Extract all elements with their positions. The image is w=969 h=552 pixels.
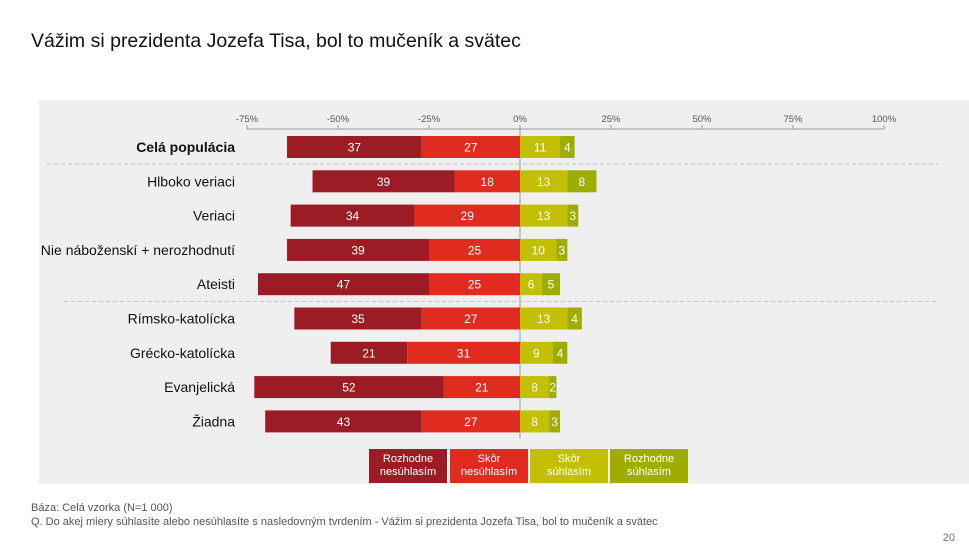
bar-segment bbox=[520, 136, 561, 158]
category-label: Veriaci bbox=[193, 208, 235, 224]
category-label: Celá populácia bbox=[136, 139, 235, 155]
data-label: 6 bbox=[528, 278, 535, 292]
legend-rozhodne-nesuhlasim: Rozhodne nesúhlasím bbox=[369, 449, 447, 483]
data-label: 21 bbox=[475, 381, 489, 395]
bar-segment bbox=[560, 136, 575, 158]
bar-segment bbox=[421, 307, 520, 330]
data-label: 13 bbox=[537, 175, 551, 189]
data-label: 29 bbox=[461, 209, 475, 223]
data-label: 39 bbox=[377, 175, 391, 189]
category-label: Hlboko veriaci bbox=[147, 173, 235, 189]
data-label: 4 bbox=[571, 312, 578, 326]
legend-skor-suhlasim: Skôr súhlasím bbox=[530, 449, 608, 483]
data-label: 8 bbox=[531, 381, 538, 395]
bar-segment bbox=[265, 410, 422, 433]
data-label: 8 bbox=[531, 415, 538, 429]
footnote-base: Báza: Celá vzorka (N=1 000) bbox=[31, 502, 173, 514]
bar-segment bbox=[567, 307, 582, 330]
bar-segment bbox=[556, 238, 568, 261]
bar-segment bbox=[520, 341, 553, 364]
category-label: Nie náboženskí + nerozhodnutí bbox=[41, 242, 235, 258]
data-label: 5 bbox=[548, 278, 555, 292]
category-label: Rímsko-katolícka bbox=[128, 311, 236, 327]
data-label: 21 bbox=[362, 346, 376, 360]
data-label: 27 bbox=[464, 312, 478, 326]
x-tick-label: 0% bbox=[513, 114, 527, 125]
data-label: 39 bbox=[351, 243, 365, 257]
bar-segment bbox=[414, 204, 520, 227]
bar-segment bbox=[287, 136, 422, 158]
x-tick-label: 100% bbox=[872, 114, 897, 125]
x-tick-label: -25% bbox=[418, 114, 441, 125]
category-label: Grécko-katolícka bbox=[130, 345, 235, 361]
bar-segment bbox=[520, 238, 557, 261]
bar-segment bbox=[552, 341, 568, 364]
bar-segment bbox=[541, 273, 561, 296]
data-label: 3 bbox=[551, 415, 558, 429]
bar-segment bbox=[549, 376, 557, 399]
bar-segment bbox=[257, 273, 429, 296]
bar-segment bbox=[520, 273, 542, 296]
data-label: 13 bbox=[537, 312, 551, 326]
bar-segment bbox=[443, 376, 520, 399]
bar-segment bbox=[567, 170, 597, 193]
data-label: 37 bbox=[348, 141, 362, 155]
data-label: 3 bbox=[559, 243, 566, 257]
bar-segment bbox=[407, 341, 520, 364]
data-label: 35 bbox=[351, 312, 365, 326]
data-label: 27 bbox=[464, 415, 478, 429]
data-label: 13 bbox=[537, 209, 551, 223]
data-label: 47 bbox=[337, 278, 351, 292]
data-label: 8 bbox=[579, 175, 586, 189]
data-label: 31 bbox=[457, 346, 471, 360]
x-tick-label: 25% bbox=[601, 114, 621, 125]
bar-segment bbox=[429, 238, 520, 261]
bar-segment bbox=[520, 410, 550, 433]
page-title: Vážim si prezidenta Jozefa Tisa, bol to … bbox=[31, 30, 521, 52]
data-label: 18 bbox=[481, 175, 495, 189]
data-label: 43 bbox=[337, 415, 351, 429]
data-label: 27 bbox=[464, 141, 478, 155]
data-label: 11 bbox=[534, 141, 547, 155]
category-label: Ateisti bbox=[197, 276, 235, 292]
bar-segment bbox=[312, 170, 455, 193]
x-tick-label: -75% bbox=[236, 114, 259, 125]
bar-segment bbox=[254, 376, 444, 399]
data-label: 34 bbox=[346, 209, 360, 223]
bar-segment bbox=[290, 204, 415, 227]
bar-segment bbox=[429, 273, 520, 296]
bar-segment bbox=[549, 410, 561, 433]
bar-segment bbox=[520, 307, 568, 330]
bar-segment bbox=[421, 136, 520, 158]
data-label: 3 bbox=[569, 209, 576, 223]
data-label: 10 bbox=[532, 243, 546, 257]
footnote-question: Q. Do akej miery súhlasíte alebo nesúhla… bbox=[31, 516, 658, 528]
bar-segment bbox=[520, 170, 568, 193]
bar-segment bbox=[520, 204, 568, 227]
x-tick-label: 50% bbox=[692, 114, 712, 125]
page-number: 20 bbox=[942, 532, 955, 544]
bar-segment bbox=[287, 238, 429, 261]
data-label: 52 bbox=[342, 381, 356, 395]
data-label: 4 bbox=[564, 141, 571, 155]
data-label: 4 bbox=[557, 346, 564, 360]
data-label: 9 bbox=[533, 346, 540, 360]
category-label: Evanjelická bbox=[164, 379, 235, 395]
x-tick-label: -50% bbox=[327, 114, 350, 125]
bar-segment bbox=[421, 410, 520, 433]
data-label: 25 bbox=[468, 278, 482, 292]
bar-segment bbox=[330, 341, 408, 364]
bar-segment bbox=[567, 204, 579, 227]
legend-skor-nesuhlasim: Skôr nesúhlasím bbox=[450, 449, 528, 483]
bar-segment bbox=[294, 307, 422, 330]
data-label: 2 bbox=[549, 381, 556, 395]
bar-segment bbox=[520, 376, 550, 399]
x-tick-label: 75% bbox=[783, 114, 803, 125]
category-label: Žiadna bbox=[192, 413, 235, 429]
legend-rozhodne-suhlasim: Rozhodne súhlasím bbox=[610, 449, 688, 483]
bar-segment bbox=[454, 170, 520, 193]
data-label: 25 bbox=[468, 243, 482, 257]
